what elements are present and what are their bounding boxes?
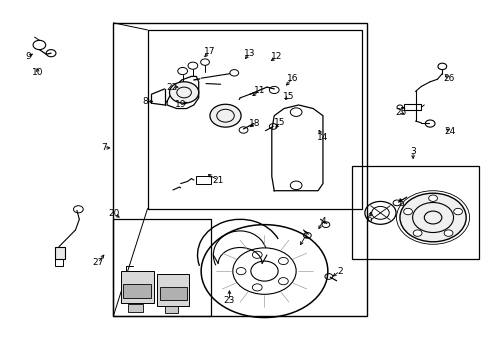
Bar — [165, 306, 178, 313]
Text: 2: 2 — [337, 267, 343, 276]
Text: 17: 17 — [204, 47, 216, 56]
Text: 12: 12 — [271, 52, 282, 61]
Text: 10: 10 — [32, 68, 44, 77]
Text: 1: 1 — [303, 231, 309, 240]
Text: 7: 7 — [101, 143, 107, 152]
Bar — [147, 30, 362, 208]
Bar — [123, 284, 151, 298]
Circle shape — [413, 230, 422, 236]
Bar — [404, 104, 421, 111]
Text: 8: 8 — [142, 97, 148, 106]
Bar — [352, 166, 479, 258]
Text: 6: 6 — [367, 215, 372, 224]
Text: 26: 26 — [443, 74, 454, 83]
Text: 23: 23 — [224, 296, 235, 305]
Bar — [121, 271, 154, 303]
Text: 16: 16 — [287, 74, 298, 83]
Circle shape — [429, 195, 438, 202]
Text: 15: 15 — [274, 118, 286, 127]
Text: 18: 18 — [249, 119, 261, 128]
Bar — [157, 274, 189, 306]
Circle shape — [404, 208, 413, 215]
Text: 21: 21 — [213, 176, 224, 185]
Bar — [55, 247, 65, 259]
Bar — [114, 219, 211, 316]
Text: 25: 25 — [395, 108, 407, 117]
Text: 5: 5 — [398, 199, 404, 208]
Circle shape — [454, 208, 463, 215]
Text: 15: 15 — [283, 91, 294, 100]
Text: 22: 22 — [166, 83, 177, 92]
Text: 27: 27 — [92, 258, 103, 267]
Text: 20: 20 — [109, 210, 120, 219]
Bar — [160, 287, 187, 300]
Circle shape — [400, 193, 466, 242]
Text: 24: 24 — [444, 127, 455, 136]
Bar — [196, 176, 211, 184]
Text: 19: 19 — [175, 100, 186, 109]
Circle shape — [230, 69, 239, 76]
Bar — [55, 259, 63, 266]
Bar — [114, 23, 367, 316]
Text: 13: 13 — [244, 49, 256, 58]
Text: 9: 9 — [25, 52, 31, 61]
Bar — [128, 304, 143, 312]
Text: 3: 3 — [410, 147, 416, 156]
Circle shape — [210, 104, 241, 127]
Circle shape — [444, 230, 453, 236]
Text: 4: 4 — [320, 217, 326, 226]
Circle shape — [170, 82, 199, 103]
Text: 11: 11 — [254, 86, 266, 95]
Text: 14: 14 — [317, 132, 329, 141]
